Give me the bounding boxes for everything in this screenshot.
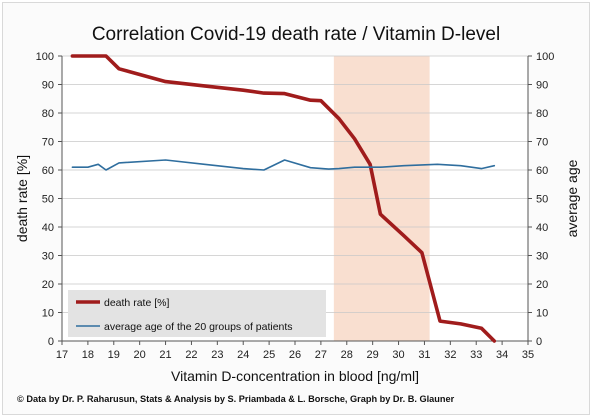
x-tick-label-28: 28 xyxy=(341,349,353,361)
y2-tick-label-10: 10 xyxy=(536,308,548,320)
credit-line: © Data by Dr. P. Raharusun, Stats & Anal… xyxy=(17,394,455,404)
x-tick-label-24: 24 xyxy=(237,349,249,361)
y-tick-label-30: 30 xyxy=(42,251,54,263)
x-tick-label-32: 32 xyxy=(444,349,456,361)
legend-label-average-age: average age of the 20 groups of patients xyxy=(104,321,293,333)
y2-tick-label-100: 100 xyxy=(536,51,554,63)
x-tick-label-20: 20 xyxy=(134,349,146,361)
series-line-death-rate xyxy=(70,54,497,343)
x-tick-label-21: 21 xyxy=(159,349,171,361)
y-axis-label: death rate [%] xyxy=(14,155,30,242)
x-tick-label-29: 29 xyxy=(367,349,379,361)
x-tick-label-17: 17 xyxy=(56,349,68,361)
y2-tick-label-50: 50 xyxy=(536,194,548,206)
y2-tick-label-80: 80 xyxy=(536,108,548,120)
y2-tick-label-30: 30 xyxy=(536,251,548,263)
y2-tick-label-0: 0 xyxy=(536,336,542,348)
x-tick-label-26: 26 xyxy=(289,349,301,361)
legend: death rate [%] average age of the 20 gro… xyxy=(68,290,326,337)
y2-tick-label-40: 40 xyxy=(536,222,548,234)
x-tick-label-31: 31 xyxy=(418,349,430,361)
x-tick-label-23: 23 xyxy=(211,349,223,361)
x-axis-label: Vitamin D-concentration in blood [ng/ml] xyxy=(171,368,419,384)
x-tick-label-27: 27 xyxy=(315,349,327,361)
y2-tick-label-90: 90 xyxy=(536,80,548,92)
tick-labels: 0 10 20 30 40 50 60 70 80 90 100 0 10 20 30 40 50 60 70 80 9… xyxy=(36,51,555,361)
y-tick-label-90: 90 xyxy=(42,80,54,92)
y-tick-label-40: 40 xyxy=(42,222,54,234)
series-line-average-age xyxy=(71,159,496,171)
y-tick-label-50: 50 xyxy=(42,194,54,206)
x-tick-label-33: 33 xyxy=(470,349,482,361)
y-tick-label-60: 60 xyxy=(42,165,54,177)
legend-label-death-rate: death rate [%] xyxy=(104,297,169,309)
y2-tick-label-70: 70 xyxy=(536,137,548,149)
y-tick-label-100: 100 xyxy=(36,51,54,63)
x-tick-label-18: 18 xyxy=(82,349,94,361)
y2-tick-label-60: 60 xyxy=(536,165,548,177)
series-lines xyxy=(70,54,497,343)
y2-tick-label-20: 20 xyxy=(536,279,548,291)
x-tick-label-34: 34 xyxy=(496,349,508,361)
y-tick-label-70: 70 xyxy=(42,137,54,149)
x-tick-label-22: 22 xyxy=(185,349,197,361)
legend-box xyxy=(68,290,326,337)
chart-title: Correlation Covid-19 death rate / Vitami… xyxy=(92,24,500,45)
y-tick-label-10: 10 xyxy=(42,308,54,320)
x-tick-label-35: 35 xyxy=(522,349,534,361)
y-tick-label-80: 80 xyxy=(42,108,54,120)
y2-axis-label: average age xyxy=(564,159,580,237)
y-tick-label-0: 0 xyxy=(48,336,54,348)
x-tick-label-25: 25 xyxy=(263,349,275,361)
x-tick-label-19: 19 xyxy=(108,349,120,361)
y-tick-label-20: 20 xyxy=(42,279,54,291)
x-tick-label-30: 30 xyxy=(392,349,404,361)
